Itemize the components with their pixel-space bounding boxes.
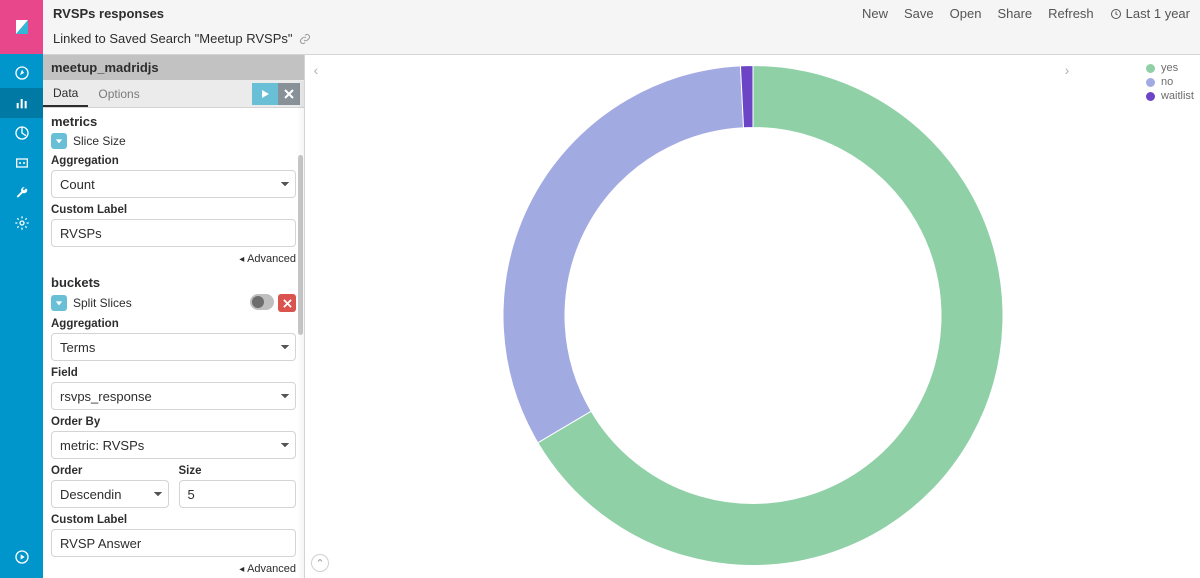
buckets-agg-select[interactable]: Terms — [51, 333, 296, 361]
nav-management-icon[interactable] — [0, 208, 43, 238]
buckets-collapse-toggle[interactable] — [51, 295, 67, 311]
page-title: RVSPs responses — [53, 6, 164, 21]
buckets-customlabel-label: Custom Label — [51, 514, 296, 526]
time-picker[interactable]: Last 1 year — [1110, 6, 1190, 21]
buckets-order-select[interactable]: Descendin — [51, 480, 169, 508]
bucket-delete-button[interactable] — [278, 294, 296, 312]
save-button[interactable]: Save — [904, 6, 934, 21]
editor-tabs: Data Options — [43, 80, 304, 108]
scroll-top-button[interactable]: ⌃ — [311, 554, 329, 572]
time-picker-label: Last 1 year — [1126, 6, 1190, 21]
linked-search-text: Linked to Saved Search "Meetup RVSPs" — [53, 31, 293, 46]
split-slices-label: Split Slices — [73, 296, 132, 310]
nav-timelion-icon[interactable] — [0, 148, 43, 178]
metrics-heading: metrics — [51, 114, 296, 129]
buckets-agg-label: Aggregation — [51, 318, 296, 330]
metrics-agg-select[interactable]: Count — [51, 170, 296, 198]
legend-item-waitlist[interactable]: waitlist — [1146, 89, 1194, 103]
new-button[interactable]: New — [862, 6, 888, 21]
slice-size-label: Slice Size — [73, 134, 126, 148]
buckets-size-input[interactable] — [179, 480, 297, 508]
tab-options[interactable]: Options — [88, 80, 149, 107]
share-button[interactable]: Share — [997, 6, 1032, 21]
buckets-orderby-select[interactable]: metric: RVSPs — [51, 431, 296, 459]
legend-swatch — [1146, 78, 1155, 87]
buckets-field-select[interactable]: rsvps_response — [51, 382, 296, 410]
metrics-advanced-toggle[interactable]: Advanced — [51, 253, 296, 265]
unlink-icon[interactable] — [299, 33, 311, 45]
nav-discover-icon[interactable] — [0, 58, 43, 88]
legend-label: yes — [1161, 62, 1178, 74]
legend-item-yes[interactable]: yes — [1146, 61, 1194, 75]
metrics-customlabel-label: Custom Label — [51, 204, 296, 216]
nav-dashboard-icon[interactable] — [0, 118, 43, 148]
apply-changes-button[interactable] — [252, 83, 278, 105]
buckets-order-label: Order — [51, 465, 169, 477]
buckets-field-label: Field — [51, 367, 296, 379]
header: RVSPs responses New Save Open Share Refr… — [43, 0, 1200, 55]
visualization-area: ‹ › yes no waitlist ⌃ — [305, 55, 1200, 578]
buckets-customlabel-input[interactable] — [51, 529, 296, 557]
kibana-logo[interactable] — [0, 0, 43, 54]
tab-data[interactable]: Data — [43, 80, 88, 107]
legend-swatch — [1146, 92, 1155, 101]
refresh-button[interactable]: Refresh — [1048, 6, 1094, 21]
bucket-enable-toggle[interactable] — [250, 294, 274, 310]
buckets-size-label: Size — [179, 465, 297, 477]
collapse-editor-icon[interactable]: ‹ — [309, 63, 323, 77]
nav-devtools-icon[interactable] — [0, 178, 43, 208]
clock-icon — [1110, 8, 1122, 20]
legend-label: no — [1161, 76, 1173, 88]
metrics-agg-label: Aggregation — [51, 155, 296, 167]
buckets-heading: buckets — [51, 275, 296, 290]
buckets-advanced-toggle[interactable]: Advanced — [51, 563, 296, 575]
discard-changes-button[interactable] — [278, 83, 300, 105]
legend-item-no[interactable]: no — [1146, 75, 1194, 89]
header-actions: New Save Open Share Refresh Last 1 year — [862, 6, 1190, 21]
legend-swatch — [1146, 64, 1155, 73]
editor-scrollbar[interactable] — [298, 155, 303, 335]
nav-visualize-icon[interactable] — [0, 88, 43, 118]
donut-chart — [503, 65, 1003, 568]
open-button[interactable]: Open — [950, 6, 982, 21]
nav-collapse-icon[interactable] — [0, 542, 43, 572]
donut-slice-no[interactable] — [503, 65, 744, 442]
buckets-orderby-label: Order By — [51, 416, 296, 428]
collapse-legend-icon[interactable]: › — [1060, 63, 1074, 77]
index-pattern-label[interactable]: meetup_madridjs — [43, 55, 304, 80]
left-nav — [0, 0, 43, 578]
metrics-collapse-toggle[interactable] — [51, 133, 67, 149]
chart-legend: yes no waitlist — [1146, 61, 1194, 103]
legend-label: waitlist — [1161, 90, 1194, 102]
metrics-customlabel-input[interactable] — [51, 219, 296, 247]
vis-editor-sidebar: meetup_madridjs Data Options metrics Sli… — [43, 55, 305, 578]
